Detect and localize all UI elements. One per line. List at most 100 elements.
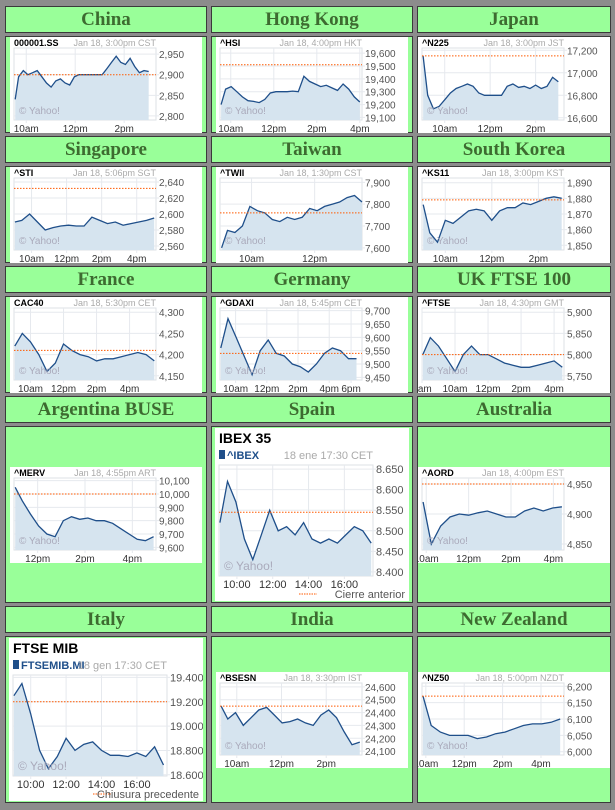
x-tick-label: 16:00 [123,779,151,791]
y-tick-label: 16,600 [567,114,598,125]
x-tick-label: 12:00 [52,779,80,791]
x-tick-label: 10am [443,384,468,393]
x-tick-label: 4pm [350,124,369,133]
y-tick-label: 19.200 [170,697,203,709]
timestamp: Jan 18, 4:00pm HKT [279,38,362,48]
y-tick-label: 1,870 [567,210,592,221]
x-tick-label: 8am [418,384,432,393]
x-tick-label: 10am [18,384,43,393]
y-tick-label: 19,300 [365,88,396,99]
area-fill [221,195,362,250]
area-fill [221,76,360,120]
x-tick-label: 12pm [302,254,327,263]
y-tick-label: 9,500 [365,360,390,371]
intraday-chart[interactable]: 7,600 7,700 7,800 7,900 10am 12pm © Yahoo! ^TWI… [216,167,408,265]
y-tick-label: 4,250 [159,329,184,340]
market-cell-china: 2,800 2,850 2,900 2,950 10am 12pm 2pm © Yahoo! 0… [5,36,207,135]
market-cell-uk-ftse-100: 5,750 5,800 5,850 5,900 8am 10am 12pm 2pm 4pm © Y… [412,296,611,395]
chart-svg: 9,450 9,500 9,550 9,600 9,650 9,700 10am 12pm 2p… [219,298,390,395]
x-tick-label: 12pm [261,124,286,133]
intraday-chart[interactable]: 2,560 2,580 2,600 2,620 2,640 10am 12pm 2pm 4pm ©… [10,167,202,265]
y-tick-label: 5,900 [567,308,592,319]
price-line [220,705,361,746]
x-tick-label: 4pm [531,759,550,768]
x-tick-label: 12pm [269,759,294,768]
intraday-chart[interactable]: 16,600 16,800 17,000 17,200 10am 12pm 2pm © Yah… [418,37,610,135]
yahoo-watermark: © Yahoo! [19,106,60,117]
x-tick-label: 10:00 [17,779,45,791]
intraday-chart[interactable]: 18.600 18.800 19.000 19.200 19.400 10:00 12:00… [9,638,204,801]
market-title-japan: Japan [417,6,611,33]
intraday-chart[interactable]: 6,000 6,050 6,100 6,150 6,200 10am 12pm 2pm 4pm ©… [413,672,610,770]
x-tick-label: 12pm [452,759,477,768]
x-tick-label: 10am [223,384,248,393]
x-tick-label: 10am [224,759,249,768]
ticker-label: ^STI [14,168,33,178]
x-tick-label: 2pm [114,124,133,133]
intraday-chart[interactable]: 4,850 4,900 4,950 10am 12pm 2pm 4pm © Yahoo! ^AO… [414,467,610,565]
y-tick-label: 2,620 [159,194,184,205]
intraday-chart[interactable]: 2,800 2,850 2,900 2,950 10am 12pm 2pm © Yahoo! 0… [10,37,202,135]
legend-prev-close: Chiusura precedente [97,789,199,801]
timestamp: Jan 18, 3:30pm IST [283,673,362,683]
y-tick-label: 1,860 [567,226,592,237]
area-fill [14,333,155,380]
x-tick-label: 12pm [51,384,76,393]
intraday-chart[interactable]: 24,100 24,200 24,300 24,400 24,500 24,600 10am… [216,672,408,770]
intraday-chart[interactable]: 1,850 1,860 1,870 1,880 1,890 10am 12pm 2pm © Ya… [418,167,610,265]
area-fill [423,502,562,550]
price-line [220,75,361,105]
ticker-label: ^MERV [14,468,45,478]
yahoo-watermark: © Yahoo! [427,366,468,377]
y-tick-label: 8.600 [376,485,404,497]
y-tick-label: 4,850 [567,540,592,551]
market-cell-new-zealand: 6,000 6,050 6,100 6,150 6,200 10am 12pm 2pm 4pm ©… [413,636,611,803]
intraday-chart[interactable]: 4,150 4,200 4,250 4,300 10am 12pm 2pm 4pm © Yaho… [10,297,202,395]
chart-svg: 7,600 7,700 7,800 7,900 10am 12pm © Yahoo! ^TWI… [219,168,390,265]
intraday-chart[interactable]: 9,450 9,500 9,550 9,600 9,650 9,700 10am 12pm 2p… [216,297,408,395]
yahoo-watermark: © Yahoo! [225,236,266,247]
x-tick-label: 2pm [87,384,106,393]
intraday-chart[interactable]: 8.400 8.450 8.500 8.550 8.600 8.650 10:00 12:00… [215,428,409,601]
market-cell-japan: 16,600 16,800 17,000 17,200 10am 12pm 2pm © Yah… [417,36,611,135]
market-title-singapore: Singapore [5,136,207,163]
intraday-chart[interactable]: 5,750 5,800 5,850 5,900 8am 10am 12pm 2pm 4pm © Y… [412,297,610,395]
x-tick-label: 12pm [479,254,504,263]
y-tick-label: 9,600 [159,543,184,554]
y-tick-label: 18.600 [170,770,203,782]
market-title-hong-kong: Hong Kong [211,6,413,33]
ticker-label: ^TWII [220,168,244,178]
y-tick-label: 10,000 [159,490,190,501]
chart-svg: 5,750 5,800 5,850 5,900 8am 10am 12pm 2pm 4pm © Y… [412,298,592,395]
ticker-label: ^KS11 [422,168,449,178]
y-tick-label: 8.500 [376,526,404,538]
area-fill [219,481,372,576]
timestamp: 18 ene 17:30 CET [284,450,374,462]
y-tick-label: 2,900 [159,71,184,82]
y-tick-label: 2,640 [159,178,184,189]
area-fill [422,337,563,380]
chart-title: FTSE MIB [13,640,78,656]
intraday-chart[interactable]: 9,600 9,700 9,800 9,900 10,000 10,100 12pm 2pm 4… [10,467,202,565]
price-line [14,486,154,542]
chart-svg: 6,000 6,050 6,100 6,150 6,200 10am 12pm 2pm 4pm ©… [413,673,592,770]
x-tick-label: 10am [14,124,39,133]
ticker-label: ^AORD [422,468,454,478]
area-fill [15,56,149,120]
y-tick-label: 2,800 [159,112,184,123]
y-tick-label: 9,550 [365,347,390,358]
legend-prev-close: Cierre anterior [335,589,406,601]
ticker-label: ^IBEX [227,450,260,462]
x-tick-label: 4pm [544,554,563,563]
chart-svg: 9,600 9,700 9,800 9,900 10,000 10,100 12pm 2pm 4… [13,468,190,565]
x-tick-label: 2pm [75,554,94,563]
ticker-label: ^BSESN [220,673,256,683]
intraday-chart[interactable]: 19,100 19,200 19,300 19,400 19,500 19,600 10am… [216,37,408,135]
market-title-germany: Germany [211,266,413,293]
market-title-australia: Australia [417,396,611,423]
y-tick-label: 4,300 [159,308,184,319]
yahoo-watermark: © Yahoo! [427,106,468,117]
chart-svg: 2,800 2,850 2,900 2,950 10am 12pm 2pm © Yahoo! 0… [13,38,184,135]
